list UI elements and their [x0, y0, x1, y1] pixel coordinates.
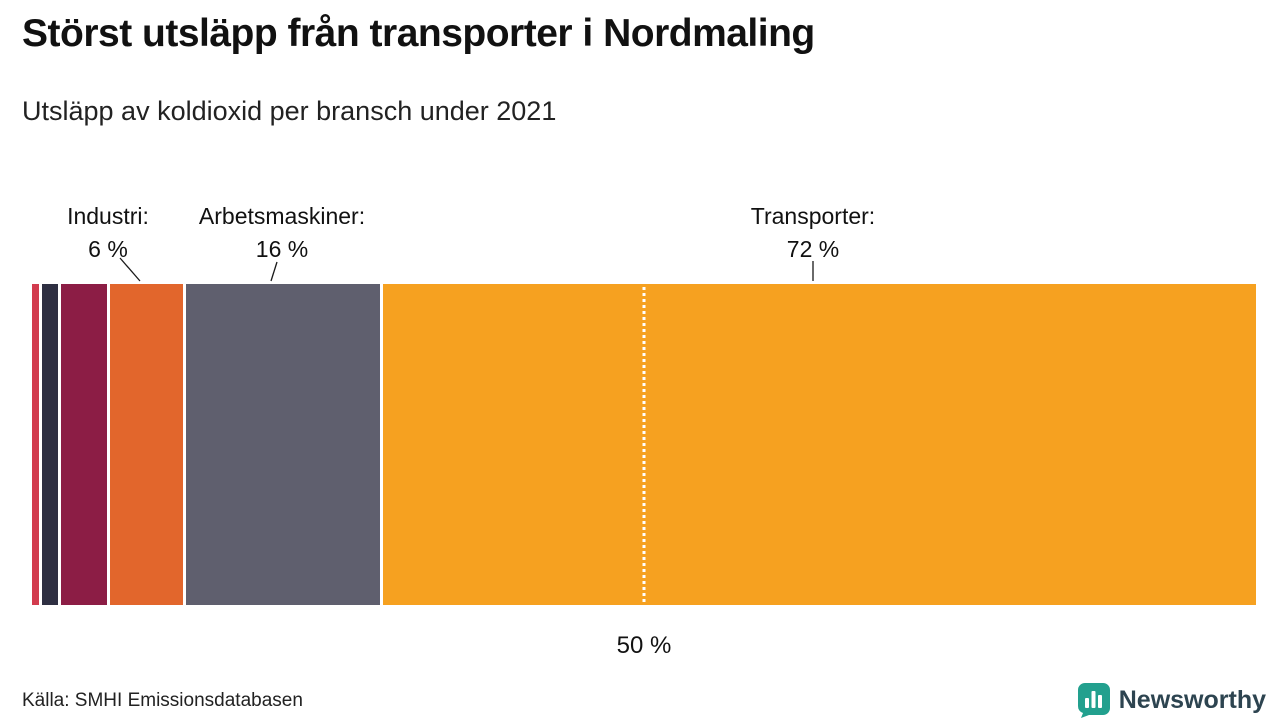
annotation-arbetsmaskiner-label: Arbetsmaskiner: — [198, 203, 366, 229]
newsworthy-wordmark: Newsworthy — [1118, 685, 1266, 714]
newsworthy-icon — [1077, 683, 1110, 718]
annotation-industri: Industri: 6 % — [67, 200, 149, 266]
bar-segment-unlabeled-1 — [42, 284, 59, 605]
annotation-industri-value: 6 % — [88, 236, 128, 262]
annotation-arbetsmaskiner: Arbetsmaskiner: 16 % — [199, 200, 365, 266]
annotation-transporter-value: 72 % — [786, 236, 840, 262]
annotation-transporter-label: Transporter: — [750, 203, 876, 229]
page-title: Störst utsläpp från transporter i Nordma… — [22, 12, 815, 55]
bar-segment-industri — [110, 284, 183, 605]
bar-segment-arbetsmaskiner — [185, 284, 380, 605]
annotation-arbetsmaskiner-value: 16 % — [255, 236, 309, 262]
stacked-bar — [32, 284, 1256, 605]
fifty-percent-line — [642, 287, 646, 602]
bar-segment-unlabeled-0 — [32, 284, 40, 605]
bar-segment-unlabeled-2 — [61, 284, 108, 605]
source-text: Källa: SMHI Emissionsdatabasen — [22, 690, 303, 711]
newsworthy-logo[interactable]: Newsworthy — [1077, 682, 1266, 718]
bar-segment-transporter — [382, 284, 1256, 605]
annotation-industri-label: Industri: — [67, 203, 149, 229]
annotation-transporter: Transporter: 72 % — [751, 200, 875, 266]
page-subtitle: Utsläpp av koldioxid per bransch under 2… — [22, 96, 557, 126]
fifty-percent-label: 50 % — [616, 632, 672, 659]
